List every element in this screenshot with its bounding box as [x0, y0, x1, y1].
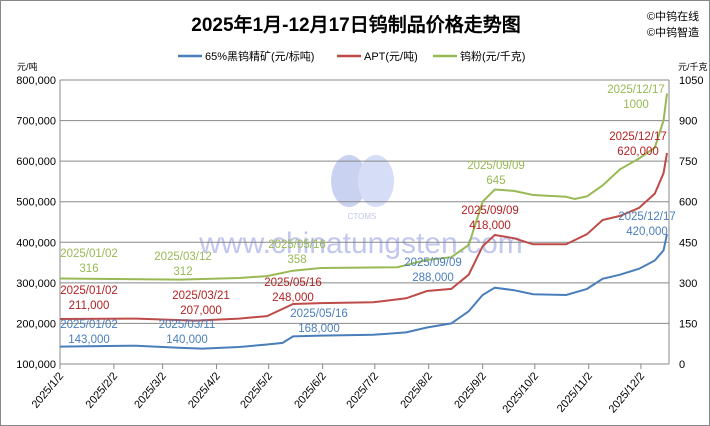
y-left-tick-label: 200,000 — [16, 318, 56, 330]
chart-title: 2025年1月-12月17日钨制品价格走势图 — [191, 13, 520, 36]
data-label-value: 620,000 — [617, 146, 659, 158]
data-label-value: 211,000 — [69, 300, 110, 312]
y-right-tick-label: 1050 — [679, 75, 703, 87]
y-left-tick-label: 300,000 — [16, 278, 56, 290]
data-label-date: 2025/12/17 — [618, 211, 676, 223]
watermark-logo-icon — [331, 155, 367, 207]
x-tick-label: 2025/2/2 — [83, 370, 120, 411]
x-tick-label: 2025/6/2 — [292, 370, 329, 411]
series-line-2 — [59, 93, 668, 281]
x-tick-label: 2025/5/2 — [238, 370, 275, 411]
x-tick-label: 2025/10/2 — [500, 370, 541, 415]
y-right-tick-label: 900 — [679, 116, 697, 128]
y-left-tick-label: 600,000 — [16, 156, 56, 168]
data-label-date: 2025/03/21 — [172, 290, 230, 302]
data-label-date: 2025/01/02 — [60, 248, 118, 260]
x-tick-label: 2025/3/2 — [132, 370, 169, 411]
y-left-tick-label: 800,000 — [16, 75, 56, 87]
y-right-tick-label: 0 — [679, 359, 685, 371]
legend-label: 65%黑钨精矿(元/标吨) — [205, 49, 314, 63]
legend-label: 钨粉(元/千克) — [460, 50, 525, 63]
data-label-value: 207,000 — [180, 305, 222, 317]
data-label-value: 418,000 — [469, 220, 511, 232]
data-label-date: 2025/09/09 — [461, 205, 519, 217]
y-right-tick-label: 150 — [679, 318, 697, 330]
legend-label: APT(元/吨) — [364, 50, 418, 63]
data-label-value: 420,000 — [626, 226, 668, 238]
data-label-value: 140,000 — [166, 334, 208, 346]
data-label-value: 143,000 — [68, 334, 110, 346]
data-label-date: 2025/03/12 — [154, 251, 212, 263]
x-tick-label: 2025/4/2 — [186, 370, 223, 411]
data-label-value: 248,000 — [272, 292, 314, 304]
y-right-axis-label: 元/千克 — [678, 62, 708, 72]
copyright-2: ©中钨智造 — [647, 25, 699, 39]
data-label-value: 1000 — [623, 99, 649, 111]
series-line-1 — [59, 152, 668, 322]
data-label-value: 316 — [79, 263, 98, 275]
data-label-date: 2025/09/09 — [467, 160, 525, 172]
x-tick-label: 2025/9/2 — [452, 370, 489, 411]
legend: 65%黑钨精矿(元/标吨) APT(元/吨) 钨粉(元/千克) — [178, 49, 525, 63]
y-left-tick-label: 700,000 — [16, 116, 56, 128]
x-tick-label: 2025/8/2 — [398, 370, 435, 411]
data-label-date: 2025/05/16 — [264, 277, 322, 289]
data-label-date: 2025/01/02 — [60, 319, 118, 331]
y-left-tick-label: 400,000 — [16, 237, 56, 249]
y-right-tick-label: 300 — [679, 278, 697, 290]
x-tick-label: 2025/12/2 — [607, 370, 648, 415]
watermark-logo-icon-2 — [358, 155, 394, 207]
data-label-date: 2025/09/09 — [404, 257, 462, 269]
x-tick-label: 2025/1/2 — [30, 370, 67, 411]
data-label-date: 2025/05/16 — [268, 239, 326, 251]
y-right-tick-label: 600 — [679, 197, 697, 209]
copyright-1: ©中钨在线 — [647, 9, 699, 23]
y-left-axis-label: 元/吨 — [17, 61, 38, 72]
data-label-value: 358 — [287, 254, 306, 266]
data-label-value: 288,000 — [412, 272, 454, 284]
y-left-tick-label: 500,000 — [16, 197, 56, 209]
data-label-value: 312 — [173, 266, 192, 278]
watermark-logo-text: CTOMS — [348, 212, 377, 221]
data-label-date: 2025/12/17 — [609, 131, 667, 143]
data-label-date: 2025/01/02 — [60, 285, 118, 297]
y-right-tick-label: 750 — [679, 156, 697, 168]
data-label-date: 2025/03/11 — [159, 319, 216, 331]
y-left-tick-label: 100,000 — [16, 359, 56, 371]
x-tick-label: 2025/11/2 — [555, 370, 595, 415]
x-tick-label: 2025/7/2 — [344, 370, 381, 411]
y-right-tick-label: 450 — [679, 237, 697, 249]
data-label-date: 2025/12/17 — [607, 84, 665, 96]
data-label-date: 2025/05/16 — [290, 308, 348, 320]
data-label-value: 168,000 — [298, 323, 340, 335]
data-label-value: 645 — [486, 175, 505, 187]
series-line-0 — [59, 233, 668, 350]
